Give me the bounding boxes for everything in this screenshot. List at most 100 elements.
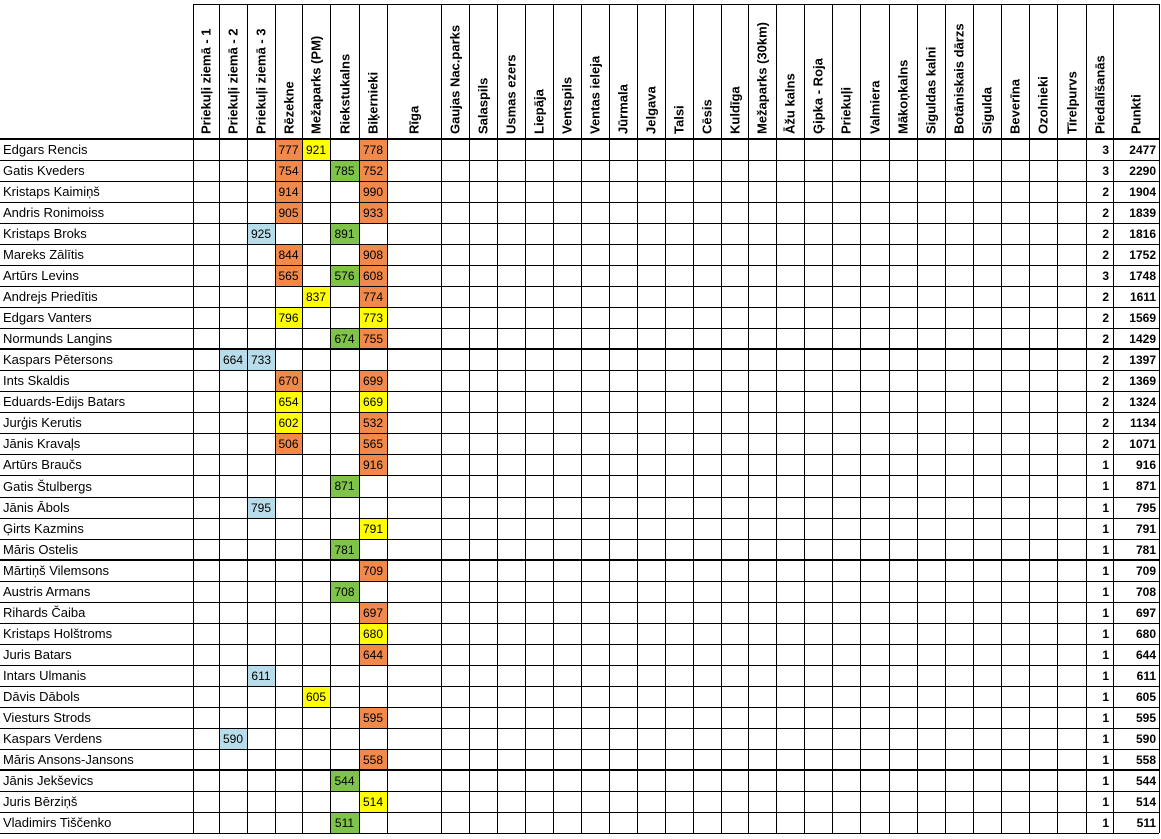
score-cell: 558 (359, 749, 387, 770)
column-divider (693, 4, 694, 833)
score-cell: 664 (219, 349, 247, 370)
score-cell: 778 (359, 139, 387, 160)
column-divider (247, 4, 248, 833)
participation-count: 1 (1102, 774, 1109, 788)
row-divider (0, 412, 1159, 413)
total-points: 1324 (1129, 395, 1156, 409)
column-header-label: Mākoņkalns (895, 59, 911, 134)
score-cell: 532 (359, 412, 387, 433)
column-header: Valmiera (860, 4, 889, 139)
column-header-label: Mežaparks (PM) (308, 35, 324, 134)
score-cell: 697 (359, 602, 387, 623)
competitor-name: Māris Ansons-Jansons (3, 752, 134, 767)
competitor-name: Austris Armans (3, 584, 91, 599)
row-divider (0, 707, 1159, 708)
row-divider (0, 307, 1159, 308)
column-header: Priekuļi (832, 4, 860, 139)
total-points: 871 (1135, 479, 1156, 493)
column-divider (219, 4, 220, 833)
score-cell: 795 (247, 497, 275, 518)
row-divider (0, 454, 1159, 455)
column-header-label: Valmiera (867, 80, 882, 135)
total-points: 2290 (1129, 164, 1156, 178)
participation-count: 2 (1102, 311, 1109, 325)
row-divider (0, 581, 1159, 582)
participation-count: 2 (1102, 185, 1109, 199)
column-header: Ventspils (553, 4, 581, 139)
score-cell: 506 (275, 433, 302, 454)
score-cell: 669 (359, 391, 387, 412)
column-header-label: Punkti (1128, 94, 1144, 134)
column-divider (973, 4, 974, 833)
participation-count: 1 (1102, 732, 1109, 746)
competitor-name: Artūrs Braučs (3, 457, 82, 472)
row-divider (0, 833, 1159, 834)
competitor-name: Juris Bērziņš (3, 794, 78, 809)
score-cell: 654 (275, 391, 302, 412)
score-cell: 891 (330, 223, 359, 244)
column-divider (609, 4, 610, 833)
column-header-label: Usmas ezers (503, 54, 519, 135)
column-header: Jūrmala (609, 4, 637, 139)
total-points: 1369 (1129, 374, 1156, 388)
total-points: 514 (1135, 795, 1156, 809)
competitor-name: Artūrs Levins (3, 268, 79, 283)
column-header: Siguldas kalni (917, 4, 945, 139)
row-divider (0, 539, 1159, 540)
column-header: Piedalīšanās (1086, 4, 1113, 139)
score-cell: 914 (275, 181, 302, 202)
participation-count: 1 (1102, 564, 1109, 578)
score-cell: 933 (359, 202, 387, 223)
column-header-label: Āžu kalns (782, 73, 798, 134)
competitor-name: Andris Ronimoiss (3, 205, 105, 220)
header-top-border (193, 4, 1159, 5)
score-cell: 754 (275, 160, 302, 181)
score-cell: 576 (330, 265, 359, 286)
total-points: 558 (1135, 753, 1156, 767)
score-cell: 755 (359, 328, 387, 349)
total-points: 697 (1135, 606, 1156, 620)
column-header: Kuldīga (721, 4, 748, 139)
total-points: 1816 (1129, 227, 1156, 241)
column-header-label: Sigulda (979, 87, 995, 134)
score-cell: 608 (359, 265, 387, 286)
competitor-name: Jānis Ābols (3, 500, 70, 515)
row-divider (0, 286, 1159, 287)
row-divider (0, 391, 1159, 392)
total-points: 611 (1136, 669, 1156, 683)
competitor-name: Edgars Rencis (3, 142, 88, 157)
participation-count: 2 (1102, 290, 1109, 304)
total-points: 708 (1135, 585, 1156, 599)
row-divider (0, 769, 1159, 771)
participation-count: 2 (1102, 227, 1109, 241)
participation-count: 1 (1102, 753, 1109, 767)
row-divider (0, 644, 1159, 645)
total-points: 1752 (1129, 248, 1156, 262)
total-points: 590 (1135, 732, 1156, 746)
row-divider (0, 160, 1159, 161)
column-divider (721, 4, 722, 833)
competitor-name: Jānis Jekševics (3, 773, 94, 788)
score-cell: 837 (302, 286, 330, 307)
score-cell: 773 (359, 307, 387, 328)
column-divider (193, 4, 194, 833)
column-header: Mežaparks (PM) (302, 4, 330, 139)
score-cell: 511 (330, 812, 359, 833)
participation-count: 3 (1102, 143, 1109, 157)
column-header: Rēzekne (275, 4, 302, 139)
column-header-label: Liepāja (531, 89, 547, 134)
total-points: 795 (1135, 501, 1156, 515)
column-divider (748, 4, 749, 833)
total-points: 595 (1135, 711, 1156, 725)
competitor-name: Mareks Zālītis (3, 247, 84, 262)
column-divider (1029, 4, 1030, 833)
total-points: 644 (1135, 648, 1156, 662)
participation-count: 2 (1102, 437, 1109, 451)
score-cell: 905 (275, 202, 302, 223)
column-divider (889, 4, 890, 833)
participation-count: 2 (1102, 248, 1109, 262)
total-points: 791 (1135, 522, 1156, 536)
row-divider (0, 497, 1159, 498)
row-divider (0, 328, 1159, 329)
column-divider (553, 4, 554, 833)
